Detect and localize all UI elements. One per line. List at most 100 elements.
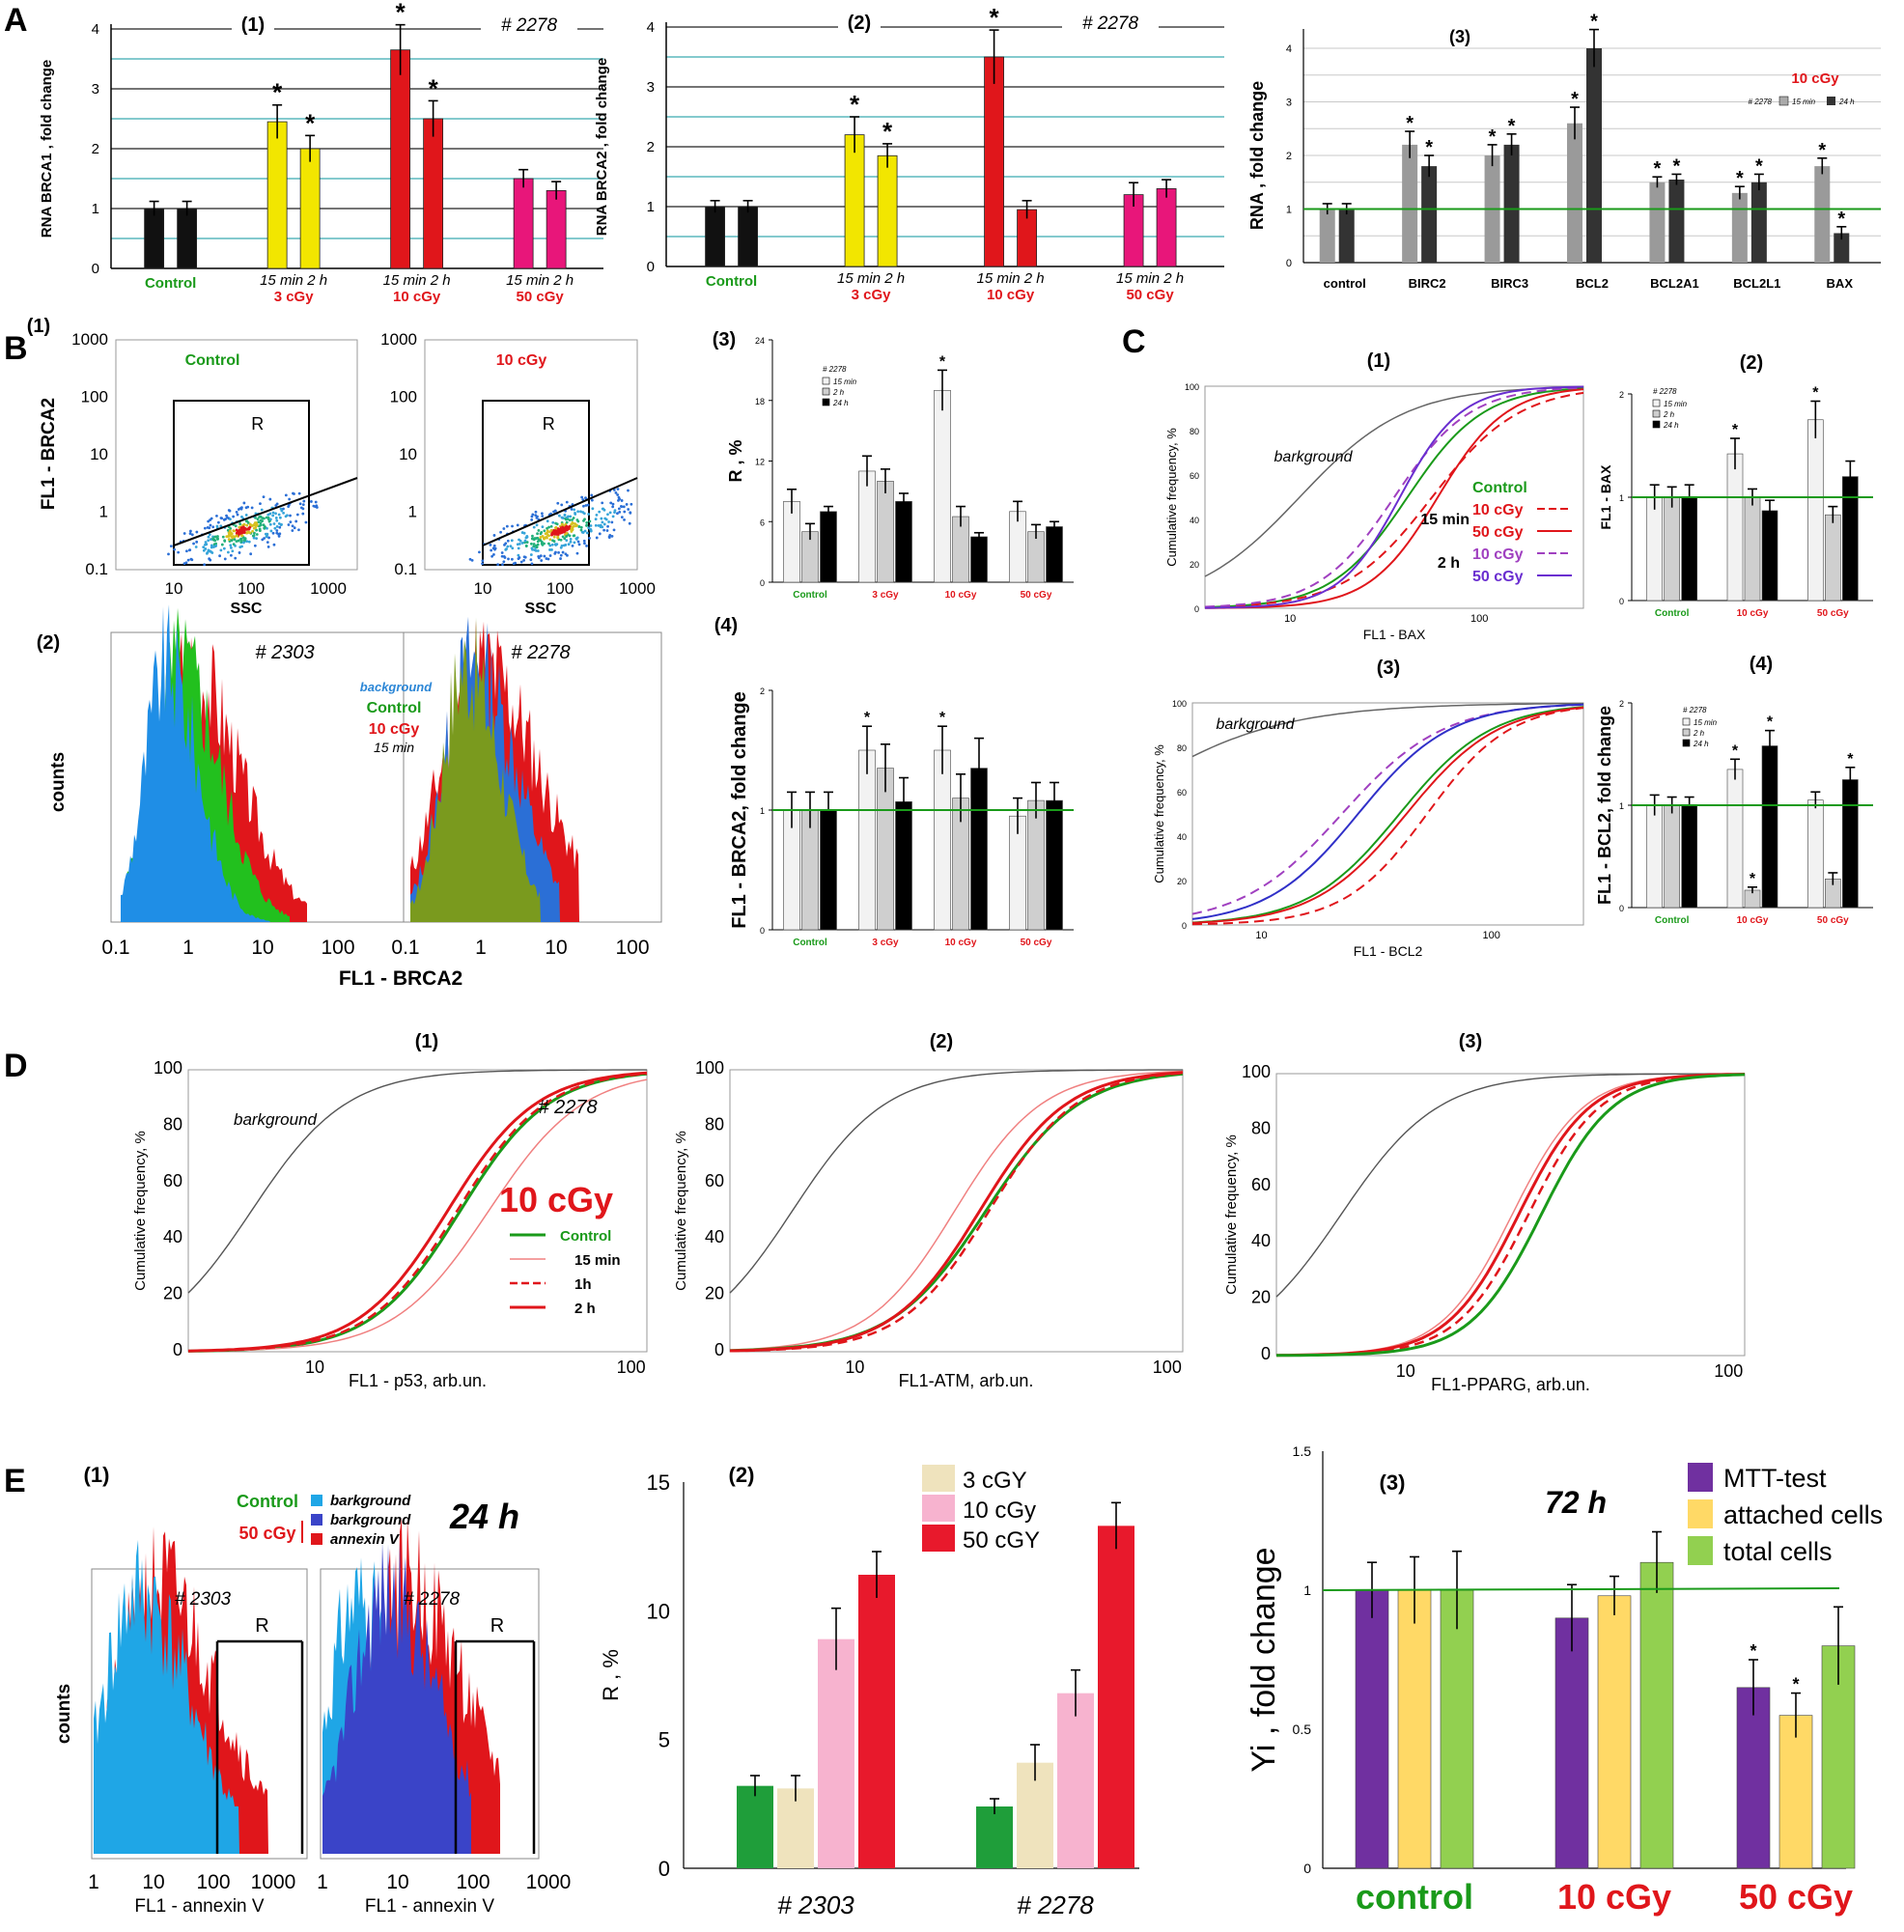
bar <box>1726 769 1744 909</box>
bar <box>1503 144 1520 263</box>
bar <box>934 749 951 931</box>
significance-star: * <box>1750 1641 1756 1661</box>
event-dot <box>573 541 576 545</box>
curve-control <box>1204 387 1584 608</box>
curve-10cgy-15min <box>1191 707 1584 926</box>
event-dot <box>580 495 584 499</box>
label-bg <box>838 10 881 35</box>
panel-a3: 0 1 2 3 4 RNA , fold change (3) 10 cGy # 2278 15 … <box>1247 12 1881 291</box>
category-label: 3 cGy <box>872 938 899 948</box>
event-dot <box>536 515 539 518</box>
significance-star: * <box>939 710 946 726</box>
plot-frame <box>424 339 638 571</box>
event-dot <box>245 540 249 544</box>
event-dot <box>289 520 293 524</box>
event-dot <box>558 514 561 518</box>
event-dot <box>539 554 543 558</box>
legend-label: 24 h <box>832 399 849 407</box>
event-dot <box>315 506 319 509</box>
y-tick-label: 20 <box>705 1284 724 1303</box>
event-dot <box>555 522 559 526</box>
event-dot <box>223 557 227 561</box>
event-dot <box>278 516 282 519</box>
legend-label: MTT-test <box>1723 1464 1827 1493</box>
event-dot <box>574 513 577 516</box>
time-label: 15 min 2 h <box>383 272 451 289</box>
event-dot <box>263 517 266 520</box>
bar <box>1098 1526 1134 1868</box>
label-bg <box>1062 10 1159 35</box>
y-tick-label: 60 <box>1190 471 1199 481</box>
event-dot <box>203 526 207 530</box>
x-axis-label: FL1 - p53, arb.un. <box>349 1371 487 1390</box>
event-dot <box>234 556 238 560</box>
y-tick-label: 6 <box>760 518 765 527</box>
section-label-e: E <box>4 1463 26 1499</box>
y-axis-label: RNA BRCA1 , fold change <box>39 60 55 238</box>
histogram-control <box>410 617 541 922</box>
event-dot <box>268 518 272 521</box>
bar <box>1807 419 1824 602</box>
event-dot <box>537 529 541 532</box>
bar <box>858 749 876 931</box>
event-dot <box>565 532 568 536</box>
event-dot <box>253 544 257 547</box>
y-tick-label: 4 <box>1286 43 1292 55</box>
event-dot <box>576 540 580 544</box>
event-dot <box>564 544 568 546</box>
legend-swatch <box>311 1533 322 1545</box>
event-dot <box>223 540 227 543</box>
event-dot <box>509 545 513 548</box>
event-dot <box>530 518 534 521</box>
panel-d3: 0 20 40 60 80 100 10 100 Cumulative frequency, %… <box>1223 1031 1746 1394</box>
legend-swatch <box>1652 409 1661 418</box>
curve-control <box>1191 706 1584 924</box>
event-dot <box>598 532 602 536</box>
event-dot <box>540 559 544 562</box>
event-dot <box>561 517 565 519</box>
bar <box>844 134 865 267</box>
category-label: BIRC3 <box>1491 276 1528 291</box>
event-dot <box>514 561 518 565</box>
event-dot <box>612 489 616 491</box>
bar <box>970 536 988 583</box>
event-dot <box>238 522 242 526</box>
curve-2h <box>187 1071 648 1353</box>
x-tick-label: 100 <box>456 1871 490 1893</box>
panel-label: (2) <box>729 1463 755 1487</box>
event-dot <box>583 518 586 521</box>
time-label: 15 min 2 h <box>260 272 327 289</box>
bar <box>177 208 198 269</box>
event-dot <box>194 546 198 548</box>
event-dot <box>558 528 562 532</box>
category-label: 10 cGy <box>1557 1877 1671 1917</box>
bar <box>1554 1617 1589 1869</box>
bar <box>144 208 165 269</box>
x-tick-label: 100 <box>1483 930 1500 941</box>
bar <box>877 481 894 583</box>
event-dot <box>518 556 521 559</box>
event-dot <box>628 521 631 525</box>
event-dot <box>588 519 592 523</box>
event-dot <box>594 523 598 527</box>
event-dot <box>567 543 571 546</box>
y-tick-label: 0 <box>1619 597 1624 606</box>
panel-d1: 0 20 40 60 80 100 10 100 Cumulative frequency, %… <box>132 1031 648 1390</box>
event-dot <box>195 530 199 534</box>
event-dot <box>531 537 534 541</box>
event-dot <box>219 524 223 528</box>
event-dot <box>553 530 557 534</box>
event-dot <box>254 526 258 529</box>
significance-star: * <box>1732 422 1739 438</box>
event-dot <box>620 499 624 502</box>
event-dot <box>274 512 277 516</box>
event-dot <box>543 529 546 533</box>
significance-star: * <box>1736 168 1744 189</box>
panel-label: (1) <box>1367 350 1390 372</box>
event-dot <box>301 512 305 516</box>
event-dot <box>556 535 560 539</box>
event-dot <box>550 548 553 551</box>
legend-label: 15 min <box>574 1252 621 1269</box>
sample-label: # 2278 <box>511 642 570 663</box>
event-dot <box>274 504 278 507</box>
